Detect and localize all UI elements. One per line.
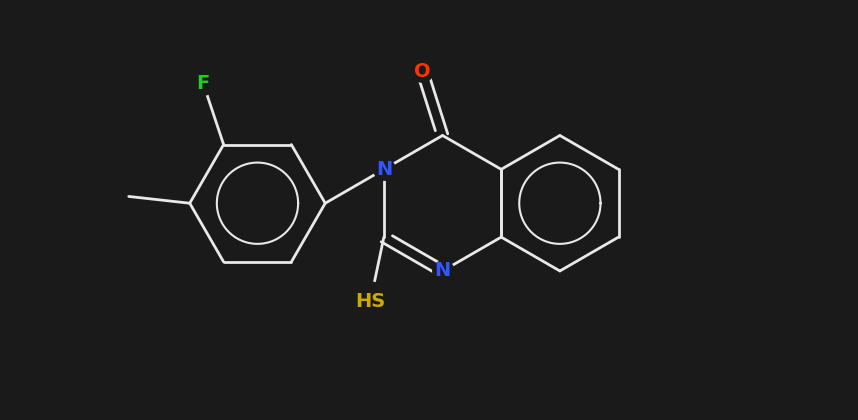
Text: N: N [434,262,450,281]
Text: O: O [414,62,431,81]
Text: HS: HS [355,292,385,311]
Text: N: N [376,160,392,179]
Text: F: F [196,74,210,93]
